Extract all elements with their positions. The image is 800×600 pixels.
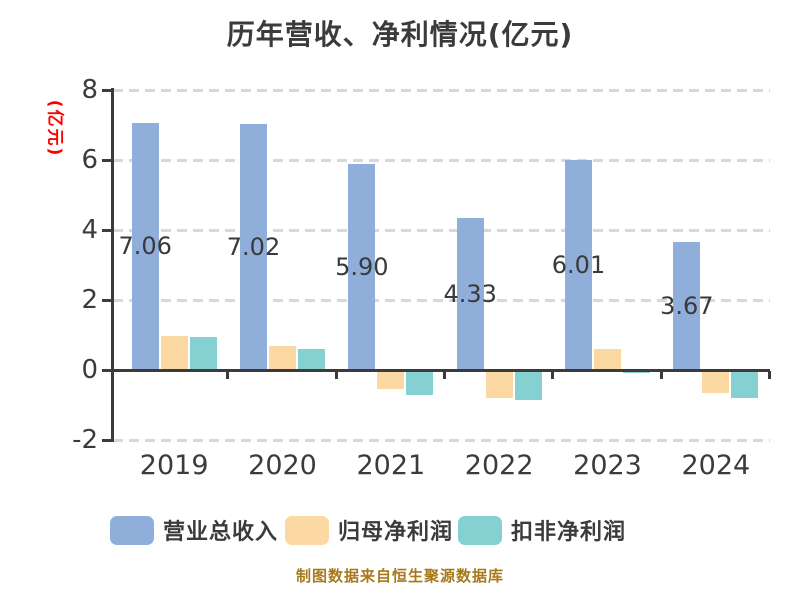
bar-parent-net-profit-2019 [160, 336, 188, 370]
legend-label-non-recurring-net-profit: 扣非净利润 [511, 520, 627, 545]
gridline-y-2 [113, 299, 770, 302]
bar-non-recurring-net-profit-2022 [514, 370, 542, 401]
x-axis-line [111, 369, 770, 372]
bar-parent-net-profit-2023 [594, 349, 621, 370]
x-axis-label-2020: 2020 [248, 450, 317, 481]
legend-swatch-revenue [110, 515, 154, 545]
data-source-caption: 制图数据来自恒生聚源数据库 [295, 567, 504, 585]
y-axis-line [111, 88, 114, 442]
y-tick-0 [102, 369, 112, 372]
gridline-y--2 [113, 439, 770, 442]
bar-parent-net-profit-2020 [269, 345, 296, 370]
bar-non-recurring-net-profit-2024 [731, 370, 759, 398]
y-tick-label-4: 4 [81, 215, 98, 245]
y-tick--2 [102, 439, 112, 442]
bar-non-recurring-net-profit-2020 [298, 349, 325, 370]
bar-parent-net-profit-2021 [377, 370, 405, 390]
bar-label-revenue-2019: 7.06 [118, 232, 172, 261]
bar-label-revenue-2022: 4.33 [443, 280, 497, 309]
bar-parent-net-profit-2022 [485, 370, 513, 398]
y-tick-6 [102, 159, 112, 162]
y-tick-label--2: -2 [72, 425, 98, 455]
bar-revenue-2022 [456, 218, 484, 370]
legend-swatch-parent-net-profit [285, 515, 329, 545]
bar-label-revenue-2024: 3.67 [660, 291, 714, 320]
chart-title: 历年营收、净利情况(亿元) [226, 18, 574, 51]
gridline-y-4 [113, 229, 770, 232]
bar-revenue-2020 [240, 124, 267, 370]
x-tick-5 [659, 371, 663, 379]
bar-non-recurring-net-profit-2021 [406, 370, 434, 395]
x-axis-label-2022: 2022 [464, 450, 534, 481]
legend-item-parent-net-profit: 归母净利润 [285, 514, 453, 546]
x-tick-2 [334, 371, 338, 379]
gridline-y-8 [113, 89, 770, 92]
y-tick-4 [102, 229, 112, 232]
x-tick-3 [443, 371, 446, 379]
legend-label-parent-net-profit: 归母净利润 [338, 520, 454, 545]
bar-revenue-2019 [131, 122, 159, 370]
x-axis-label-2019: 2019 [139, 450, 209, 481]
legend-item-non-recurring-net-profit: 扣非净利润 [458, 514, 626, 546]
legend: 营业总收入 归母净利润 扣非净利润 [0, 514, 800, 548]
y-tick-label-6: 6 [81, 145, 98, 175]
bar-parent-net-profit-2024 [702, 370, 730, 394]
y-tick-label-0: 0 [81, 355, 98, 385]
y-tick-label-2: 2 [81, 285, 98, 315]
y-tick-label-8: 8 [81, 75, 98, 105]
x-tick-1 [226, 371, 230, 379]
x-axis-label-2024: 2024 [681, 450, 751, 481]
x-axis-label-2023: 2023 [573, 450, 642, 481]
legend-item-revenue: 营业总收入 [110, 514, 278, 546]
bar-label-revenue-2023: 6.01 [551, 250, 606, 279]
bar-revenue-2023 [565, 159, 592, 370]
bar-non-recurring-net-profit-2019 [189, 336, 217, 370]
y-tick-8 [102, 89, 112, 92]
y-tick-2 [102, 299, 112, 302]
bar-label-revenue-2020: 7.02 [226, 233, 281, 262]
x-tick-6 [768, 371, 771, 379]
gridline-y-6 [113, 159, 770, 162]
bar-revenue-2024 [673, 241, 701, 370]
legend-label-revenue: 营业总收入 [163, 520, 279, 545]
x-tick-4 [551, 371, 555, 379]
x-axis-label-2021: 2021 [356, 450, 426, 481]
bar-revenue-2021 [348, 163, 376, 370]
bar-label-revenue-2021: 5.90 [335, 252, 389, 281]
legend-swatch-non-recurring-net-profit [458, 515, 502, 545]
